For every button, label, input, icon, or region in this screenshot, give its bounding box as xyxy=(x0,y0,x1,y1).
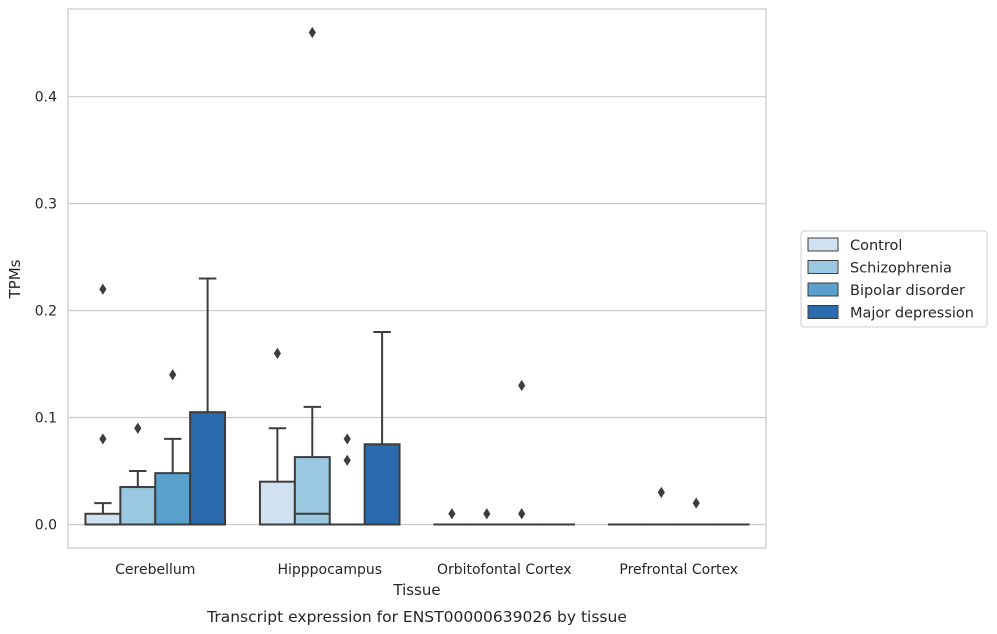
outlier-point xyxy=(448,508,456,520)
box-schizophrenia xyxy=(119,422,157,526)
x-tick-label: Orbitofontal Cortex xyxy=(437,562,572,578)
y-tick-label: 0.4 xyxy=(35,90,57,106)
y-tick-labels: 0.0 0.1 0.2 0.3 0.4 xyxy=(35,90,57,534)
outlier-point xyxy=(657,486,665,498)
outlier-point xyxy=(518,379,526,392)
outlier-point xyxy=(99,433,107,445)
legend-label: Bipolar disorder xyxy=(850,283,965,299)
outlier-point xyxy=(343,433,351,445)
legend-swatch xyxy=(807,305,839,319)
box-schizophrenia xyxy=(468,508,506,526)
legend-label: Control xyxy=(850,238,902,254)
x-axis-label: Tissue xyxy=(392,581,440,599)
x-tick-label: Hipppocampus xyxy=(277,562,382,578)
y-tick-label: 0.2 xyxy=(35,304,57,320)
outlier-point xyxy=(518,508,526,520)
box-schizophrenia xyxy=(642,486,680,526)
box-bipolar-disorder xyxy=(154,369,192,526)
box-schizophrenia xyxy=(293,26,331,526)
outlier-point xyxy=(134,422,142,434)
box-control xyxy=(433,508,471,526)
y-tick-label: 0.0 xyxy=(35,517,57,533)
legend-swatch xyxy=(807,282,839,297)
x-tick-labels: Cerebellum Hipppocampus Orbitofontal Corte… xyxy=(115,562,738,578)
legend-frame xyxy=(800,230,988,328)
legend-swatch xyxy=(807,260,839,274)
y-tick-label: 0.3 xyxy=(35,197,57,213)
box-bipolar-disorder xyxy=(677,497,715,526)
y-tick-label: 0.1 xyxy=(35,411,57,427)
box-major-depression xyxy=(363,330,401,526)
box-body xyxy=(258,480,296,526)
y-axis-label: TPMs xyxy=(6,259,24,299)
outlier-point xyxy=(308,26,316,39)
box-bipolar-disorder xyxy=(503,379,541,526)
box-control xyxy=(84,283,122,526)
outlier-point xyxy=(169,369,177,381)
legend-swatch xyxy=(807,237,839,252)
box-body xyxy=(119,486,157,526)
x-tick-label: Cerebellum xyxy=(115,562,195,578)
outlier-point xyxy=(99,283,107,295)
x-tick-label: Prefrontal Cortex xyxy=(619,562,738,578)
box-control xyxy=(258,347,296,526)
box-body xyxy=(189,411,227,526)
outlier-point xyxy=(483,508,491,520)
box-body xyxy=(363,443,401,526)
box-body xyxy=(154,472,192,526)
box-series xyxy=(84,26,750,526)
box-major-depression xyxy=(189,277,227,526)
chart-caption: Transcript expression for ENST0000063902… xyxy=(206,608,627,626)
legend-label: Schizophrenia xyxy=(850,261,952,277)
outlier-point xyxy=(273,347,281,359)
box-body xyxy=(84,512,122,526)
outlier-point xyxy=(692,497,700,509)
legend-label: Major depression xyxy=(850,306,974,322)
plot-frame xyxy=(67,8,767,549)
legend: Control Schizophrenia Bipolar disorder Majo… xyxy=(800,230,988,328)
outlier-point xyxy=(343,454,351,466)
box-bipolar-disorder xyxy=(328,433,366,526)
